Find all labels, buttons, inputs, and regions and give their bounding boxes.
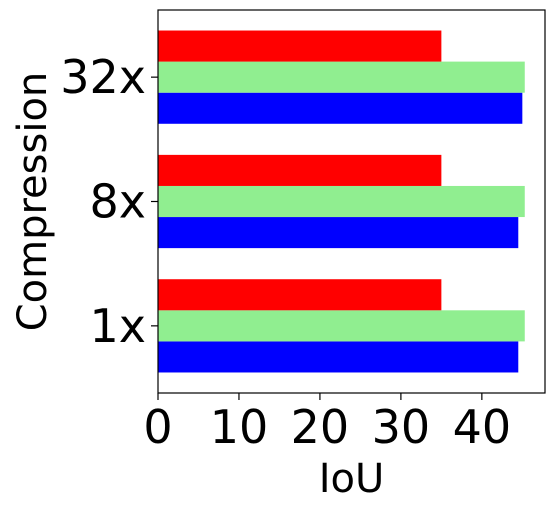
x-axis-label: IoU — [319, 456, 385, 502]
y-tick-label-8x: 8x — [90, 175, 147, 229]
x-axis-ticks: 0 10 20 30 40 — [143, 393, 511, 454]
x-tick-label: 40 — [453, 400, 512, 454]
bar-1x-series-1 — [158, 341, 519, 373]
x-tick-label: 20 — [291, 400, 350, 454]
bar-8x-series-2 — [158, 185, 525, 218]
bar-8x-series-3 — [158, 154, 442, 186]
bar-32x-series-2 — [158, 61, 525, 93]
x-tick-label: 30 — [372, 400, 431, 454]
bars-group — [158, 30, 525, 373]
bar-32x-series-1 — [158, 92, 523, 124]
x-tick-label: 0 — [143, 400, 172, 454]
y-tick-label-1x: 1x — [90, 299, 147, 353]
bar-1x-series-2 — [158, 310, 525, 342]
bar-8x-series-1 — [158, 217, 519, 249]
x-tick-label: 10 — [210, 400, 269, 454]
y-tick-label-32x: 32x — [60, 50, 146, 104]
bar-1x-series-3 — [158, 279, 442, 311]
bar-32x-series-3 — [158, 30, 442, 62]
y-axis-label: Compression — [10, 72, 56, 332]
y-axis-ticks: 1x 8x 32x — [60, 50, 158, 353]
